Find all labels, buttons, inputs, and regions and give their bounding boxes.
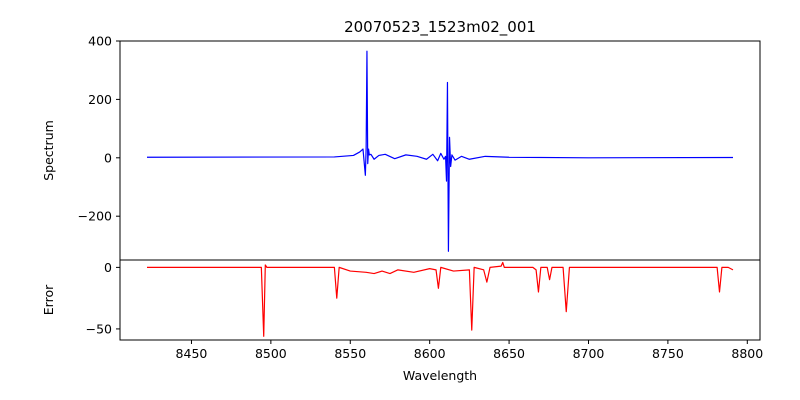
spectrum-series-line	[146, 50, 734, 252]
y-tick-label: −50	[86, 321, 112, 336]
x-tick-label: 8500	[255, 346, 287, 361]
x-tick-label: 8700	[573, 346, 605, 361]
error-axes-frame	[119, 259, 761, 341]
spectrum-panel: 20070523_1523m02_001 −200 0 200 400 Spectru…	[41, 18, 761, 261]
y-tick-label: 400	[88, 34, 112, 49]
x-tick-label: 8600	[414, 346, 446, 361]
y-tick-label: 200	[88, 92, 112, 107]
x-axis-label: Wavelength	[403, 368, 477, 383]
error-y-ticks: −50 0	[86, 260, 120, 336]
error-y-axis-label: Error	[41, 284, 56, 315]
wavelength-x-ticks: 8450 8500 8550 8600 8650 8700 8750 8800	[176, 340, 763, 361]
error-series-line	[147, 261, 734, 337]
spectrum-y-axis-label: Spectrum	[41, 120, 56, 181]
error-series-layer	[147, 261, 734, 337]
y-tick-label: −200	[78, 209, 112, 224]
x-tick-label: 8650	[493, 346, 525, 361]
x-tick-label: 8750	[652, 346, 684, 361]
x-tick-label: 8450	[176, 346, 208, 361]
spectrum-series-layer	[146, 50, 734, 252]
x-tick-label: 8800	[731, 346, 763, 361]
y-tick-label: 0	[104, 260, 112, 275]
spectrum-axes-frame	[119, 40, 761, 261]
error-panel: −50 0 8450 8500 8550 8600 8650 8700 8750 8800 Er…	[41, 259, 763, 383]
y-tick-label: 0	[104, 150, 112, 165]
spectrum-y-ticks: −200 0 200 400	[78, 34, 120, 224]
x-tick-label: 8550	[334, 346, 366, 361]
chart-title: 20070523_1523m02_001	[344, 18, 536, 37]
